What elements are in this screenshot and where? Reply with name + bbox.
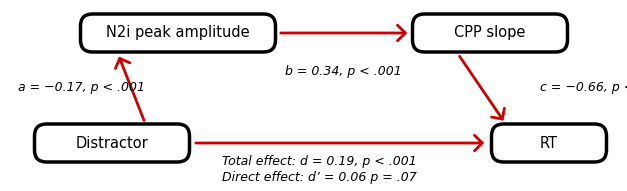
Text: RT: RT <box>540 135 558 151</box>
FancyBboxPatch shape <box>34 124 189 162</box>
Text: Total effect: d = 0.19, p < .001: Total effect: d = 0.19, p < .001 <box>222 155 417 168</box>
Text: Distractor: Distractor <box>76 135 149 151</box>
FancyBboxPatch shape <box>80 14 275 52</box>
Text: N2i peak amplitude: N2i peak amplitude <box>106 26 250 40</box>
Text: Direct effect: d’ = 0.06 p = .07: Direct effect: d’ = 0.06 p = .07 <box>222 171 417 184</box>
Text: c = −0.66, p < .001: c = −0.66, p < .001 <box>540 82 627 95</box>
FancyBboxPatch shape <box>492 124 606 162</box>
Text: CPP slope: CPP slope <box>455 26 525 40</box>
FancyBboxPatch shape <box>413 14 567 52</box>
Text: b = 0.34, p < .001: b = 0.34, p < .001 <box>285 65 402 78</box>
Text: a = −0.17, p < .001: a = −0.17, p < .001 <box>18 82 145 95</box>
